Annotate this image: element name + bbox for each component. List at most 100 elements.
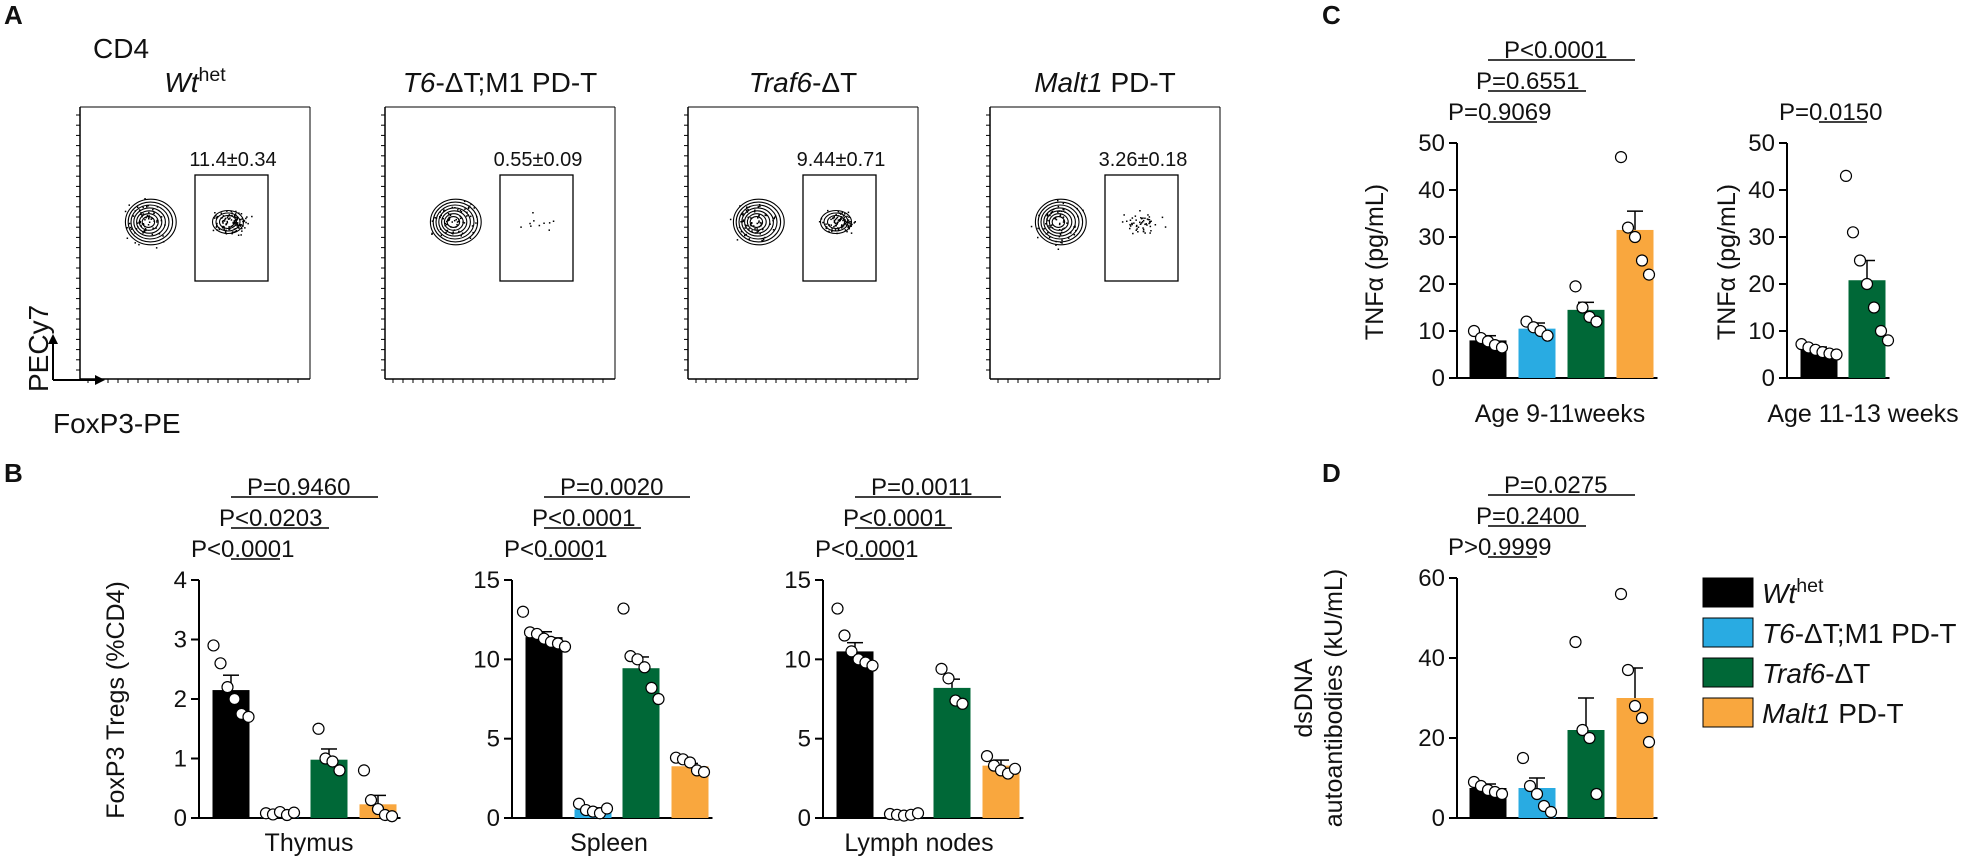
flow-event <box>846 221 848 223</box>
data-point <box>1541 329 1554 342</box>
flow-event <box>140 213 142 215</box>
flow-event <box>236 219 238 221</box>
flow-event <box>246 216 248 218</box>
flow-event <box>1037 227 1039 230</box>
flow-event <box>847 226 849 229</box>
flow-population-label: CD4 <box>93 33 149 64</box>
panel-letter-d: D <box>1322 458 1341 488</box>
flow-event <box>444 222 447 225</box>
flow-event <box>837 219 840 221</box>
flow-event <box>1140 217 1143 220</box>
flow-event <box>746 206 748 208</box>
flow-event <box>746 225 748 227</box>
flow-event <box>134 232 136 234</box>
flow-event <box>1139 221 1141 223</box>
flow-plot-title: Wthet <box>164 64 226 98</box>
flow-event <box>758 229 760 232</box>
flow-event <box>129 226 132 229</box>
y-tick-label: 0 <box>1432 805 1445 832</box>
flow-event <box>458 230 460 233</box>
flow-event <box>148 211 150 214</box>
flow-event <box>1129 225 1132 227</box>
flow-event <box>837 221 839 223</box>
legend-label-rest: -ΔT <box>1825 658 1870 689</box>
flow-event <box>1135 219 1137 221</box>
flow-event <box>1123 214 1125 216</box>
flow-event <box>148 221 151 223</box>
flow-event <box>1059 215 1061 217</box>
flow-event <box>469 237 472 239</box>
flow-event <box>240 234 242 236</box>
flow-event <box>760 223 762 225</box>
flow-event <box>745 209 748 212</box>
flow-event <box>748 228 750 230</box>
flow-event <box>1161 216 1164 219</box>
flow-event <box>1061 239 1063 241</box>
flow-contour <box>746 213 767 231</box>
flow-event <box>230 219 233 221</box>
flow-event <box>532 212 534 214</box>
flow-event <box>1075 229 1077 232</box>
flow-event <box>847 219 850 221</box>
flow-gate-percentage: 0.55±0.09 <box>494 149 583 171</box>
flow-event <box>1059 232 1061 235</box>
flow-contour <box>429 198 482 246</box>
flow-event <box>843 217 845 219</box>
data-point <box>1853 254 1867 267</box>
flow-event <box>234 222 236 224</box>
flow-event <box>847 211 850 214</box>
flow-event <box>849 221 851 223</box>
y-tick-label: 30 <box>1748 224 1775 251</box>
y-tick-label: 10 <box>473 646 500 673</box>
flow-event <box>145 216 147 219</box>
flow-event <box>1140 217 1142 219</box>
flow-event <box>466 215 468 217</box>
p-value-label: P=0.0150 <box>1779 99 1882 126</box>
flow-event <box>137 226 139 228</box>
flow-event <box>1055 218 1058 221</box>
flow-event <box>144 225 146 228</box>
flow-event <box>447 212 450 215</box>
flow-contour <box>136 210 163 234</box>
flow-event <box>1059 222 1061 225</box>
flow-contour <box>732 198 785 246</box>
flow-event <box>222 215 225 217</box>
p-value-label: P=0.0020 <box>560 474 663 501</box>
flow-event <box>439 216 441 218</box>
flow-contour-treg <box>823 212 849 232</box>
data-point <box>911 807 925 820</box>
legend-label-italic: Traf6 <box>1762 658 1826 689</box>
data-point <box>1621 221 1635 234</box>
flow-event <box>841 224 843 226</box>
flow-event <box>1073 234 1076 236</box>
flow-event <box>462 221 464 224</box>
flow-event <box>1060 241 1062 244</box>
x-axis-label: Thymus <box>265 829 354 857</box>
flow-event <box>1070 232 1072 234</box>
flow-event <box>762 237 765 240</box>
flow-event <box>155 247 158 249</box>
flow-event <box>227 218 230 220</box>
flow-event <box>740 221 742 223</box>
flow-event <box>765 214 767 217</box>
flow-contour <box>133 207 166 237</box>
flow-plot-title-italic: T6 <box>403 67 436 98</box>
flow-event <box>231 214 233 217</box>
flow-event <box>138 243 140 246</box>
flow-event <box>467 214 470 216</box>
flow-event <box>431 220 434 222</box>
flow-event <box>758 215 760 217</box>
flow-event <box>1051 211 1054 213</box>
flow-event <box>144 219 146 221</box>
flow-event <box>769 223 771 225</box>
flow-event <box>160 219 163 222</box>
flow-event <box>835 217 838 220</box>
flow-event <box>1140 222 1143 224</box>
data-point <box>1628 699 1642 713</box>
bar-traf6-t <box>1567 730 1605 818</box>
flow-gate-box <box>1104 174 1179 282</box>
flow-event <box>153 220 155 222</box>
data-point <box>1867 301 1881 314</box>
flow-event <box>470 203 472 205</box>
flow-event <box>148 216 150 219</box>
